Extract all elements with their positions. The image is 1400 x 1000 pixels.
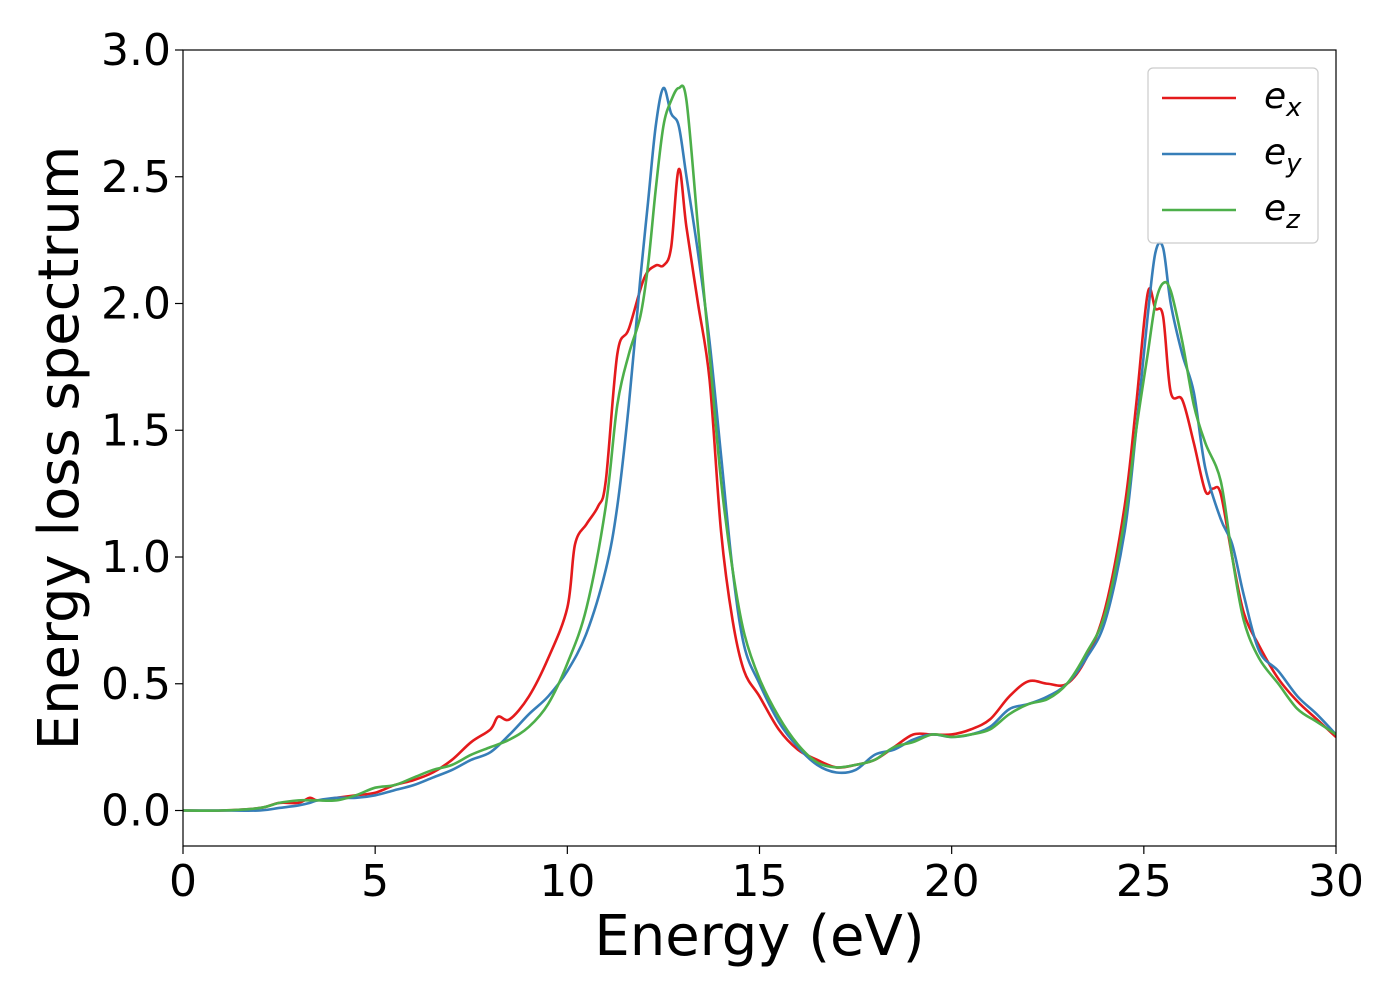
legend-label-z: ez [1264, 188, 1301, 235]
y-tick-label: 2.0 [101, 279, 171, 330]
legend-label-y: ey [1264, 132, 1302, 179]
x-axis-label: Energy (eV) [594, 904, 924, 969]
y-axis: 0.0 0.5 1.0 1.5 2.0 2.5 3.0 [101, 25, 183, 837]
x-tick-label: 10 [539, 856, 595, 907]
y-tick-label: 0.0 [101, 786, 171, 837]
x-tick-label: 15 [732, 856, 788, 907]
series-layer [183, 84, 1336, 812]
legend: ex ey ez [1147, 67, 1319, 244]
y-axis-label: Energy loss spectrum [27, 146, 92, 751]
x-tick-label: 5 [361, 856, 389, 907]
y-tick-label: 0.5 [101, 659, 171, 710]
x-tick-label: 20 [924, 856, 980, 907]
y-tick-label: 3.0 [101, 25, 171, 76]
y-tick-label: 1.0 [101, 532, 171, 583]
legend-box [1147, 67, 1319, 244]
x-axis: 0 5 10 15 20 25 30 [169, 846, 1364, 907]
legend-label-x: ex [1264, 76, 1302, 123]
series-line-z [183, 84, 1336, 812]
y-tick-label: 1.5 [101, 405, 171, 456]
series-line-y [183, 86, 1336, 812]
y-tick-label: 2.5 [101, 152, 171, 203]
series-line-x [183, 167, 1336, 812]
x-tick-label: 30 [1308, 856, 1364, 907]
x-tick-label: 25 [1116, 856, 1172, 907]
x-tick-label: 0 [169, 856, 197, 907]
